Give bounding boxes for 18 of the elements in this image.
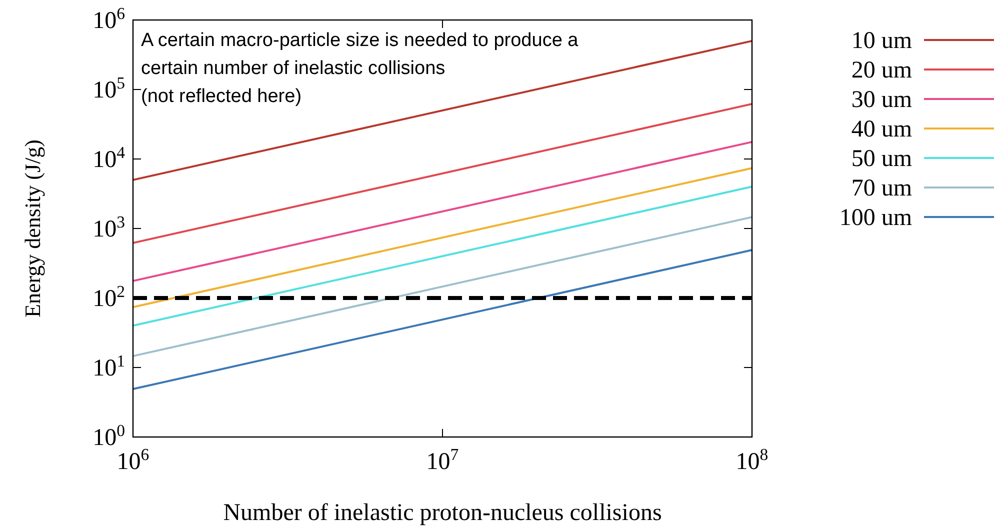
x-tick-label: 10$^{8}$ xyxy=(736,444,768,475)
y-tick-label: 10$^{3}$ xyxy=(92,212,125,242)
annotation: A certain macro-particle size is needed to produce a certain number of inelastic collisions (not reflected here) xyxy=(141,30,579,107)
legend-label: 20 um xyxy=(851,58,912,84)
legend-label: 30 um xyxy=(851,87,912,113)
y-tick-label: 10$^{5}$ xyxy=(92,73,125,104)
x-tick-label: 10$^{7}$ xyxy=(426,444,459,475)
legend-label: 40 um xyxy=(851,116,912,142)
y-tick-label: 10$^{6}$ xyxy=(92,4,125,34)
y-axis-title: Energy density (J/g) xyxy=(20,139,45,318)
y-tick-label: 10$^{4}$ xyxy=(92,142,126,173)
x-axis-title: Number of inelastic proton-nucleus collisions xyxy=(223,500,662,526)
legend-label: 70 um xyxy=(851,176,912,202)
y-tick-label: 10$^{2}$ xyxy=(92,282,125,312)
y-tick-label: 10$^{1}$ xyxy=(92,351,125,382)
legend-label: 50 um xyxy=(851,146,912,172)
legend-label: 100 um xyxy=(839,205,912,231)
legend-label: 10 um xyxy=(851,28,912,54)
